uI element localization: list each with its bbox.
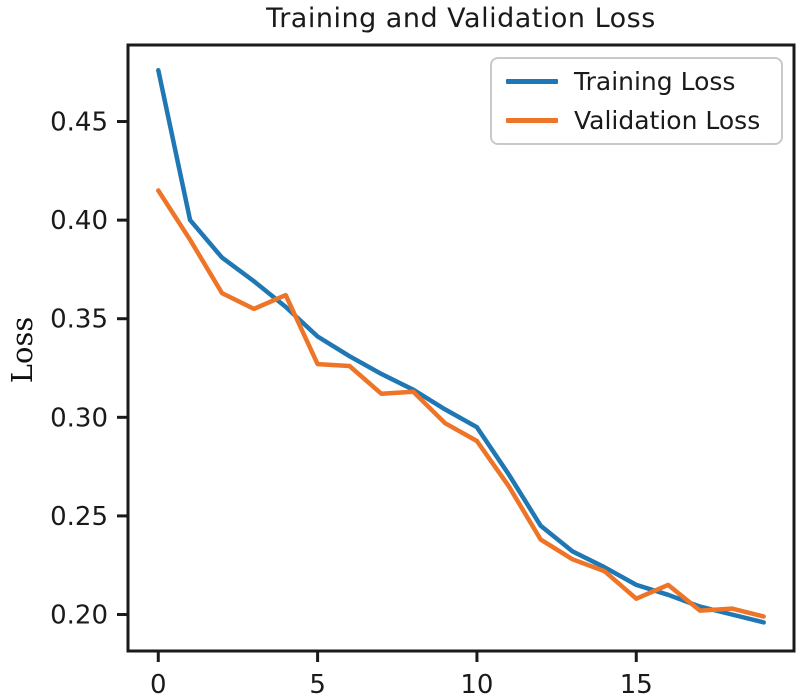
training-loss-line (156, 67, 766, 625)
x-tick-label: 10 (460, 670, 493, 696)
x-tick-label: 5 (309, 670, 326, 696)
y-tick-label: 0.40 (50, 206, 108, 236)
y-tick-label: 0.45 (50, 108, 108, 138)
chart-title: Training and Validation Loss (266, 3, 656, 34)
y-tick-label: 0.35 (50, 305, 108, 335)
y-tick-label: 0.25 (50, 502, 108, 532)
legend-item-training-loss: Training Loss (506, 67, 767, 96)
x-tick-label: 0 (150, 670, 167, 696)
y-tick-label: 0.20 (50, 601, 108, 631)
legend-item-validation-loss: Validation Loss (506, 106, 767, 135)
axes-frame (126, 43, 796, 653)
legend: Training Loss Validation Loss (490, 57, 783, 145)
validation-loss-line (156, 188, 766, 619)
legend-label-validation-loss: Validation Loss (574, 106, 761, 135)
validation-loss-line-swatch (506, 118, 558, 123)
training-loss-line-swatch (506, 79, 558, 84)
legend-label-training-loss: Training Loss (574, 67, 736, 96)
x-tick-label: 15 (620, 670, 653, 696)
y-tick-label: 0.30 (50, 403, 108, 433)
